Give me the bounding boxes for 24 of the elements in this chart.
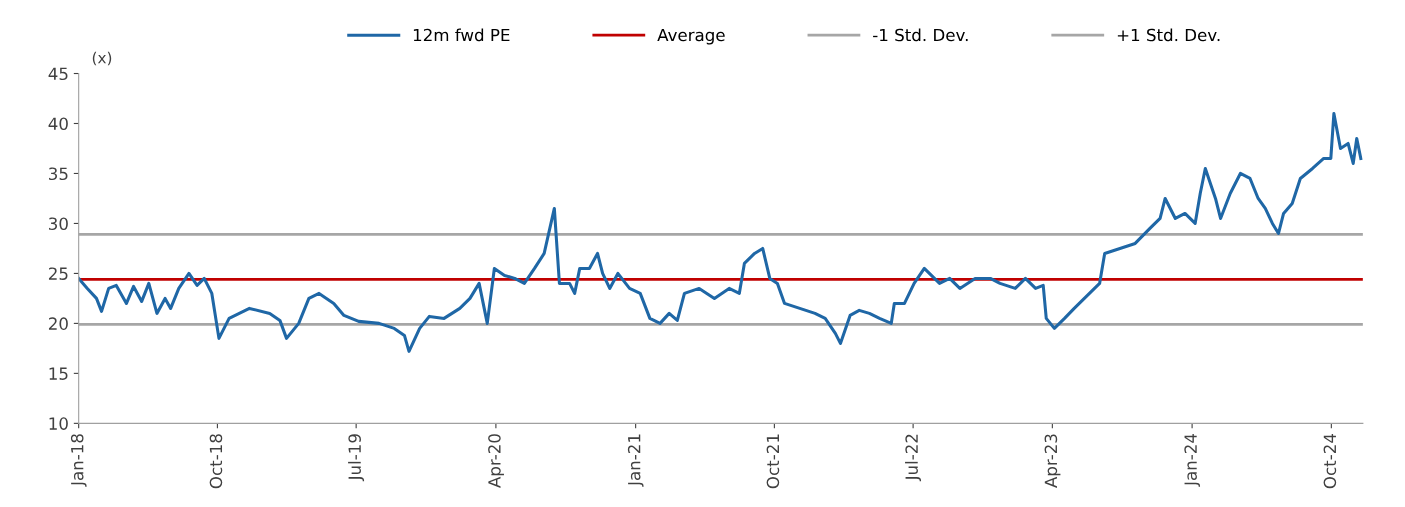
x-tick-label: Jan-21 xyxy=(627,434,644,487)
x-tick-label: Apr-23 xyxy=(1044,434,1061,488)
line-series xyxy=(78,111,1363,353)
x-tick-label: Oct-18 xyxy=(209,434,223,489)
legend-label: Average xyxy=(657,28,725,45)
x-tick-label: Jan-18 xyxy=(70,434,87,487)
x-tick-label: Jul-22 xyxy=(905,434,922,482)
y-tick-label: 25 xyxy=(48,267,68,280)
y-tick-label: 45 xyxy=(48,67,68,81)
x-tick-label: Apr-20 xyxy=(488,434,504,488)
y-tick-label: 35 xyxy=(49,167,68,181)
x-tick-label: Oct-24 xyxy=(1323,434,1337,489)
y-tick-label: 10 xyxy=(49,417,68,430)
y-axis-title: (x) xyxy=(92,51,112,66)
y-tick-label: 15 xyxy=(49,367,68,380)
x-tick-label: Oct-21 xyxy=(766,434,780,489)
y-tick-label: 30 xyxy=(49,217,68,231)
y-tick-label: 40 xyxy=(48,117,68,131)
x-tick-label: Jan-24 xyxy=(1184,434,1201,487)
legend-label: -1 Std. Dev. xyxy=(873,28,968,42)
legend-label: +1 Std. Dev. xyxy=(1117,28,1220,42)
legend-label: 12m fwd PE xyxy=(413,28,510,42)
x-tick-label: Jul-19 xyxy=(348,434,365,482)
y-tick-label: 20 xyxy=(48,317,68,330)
